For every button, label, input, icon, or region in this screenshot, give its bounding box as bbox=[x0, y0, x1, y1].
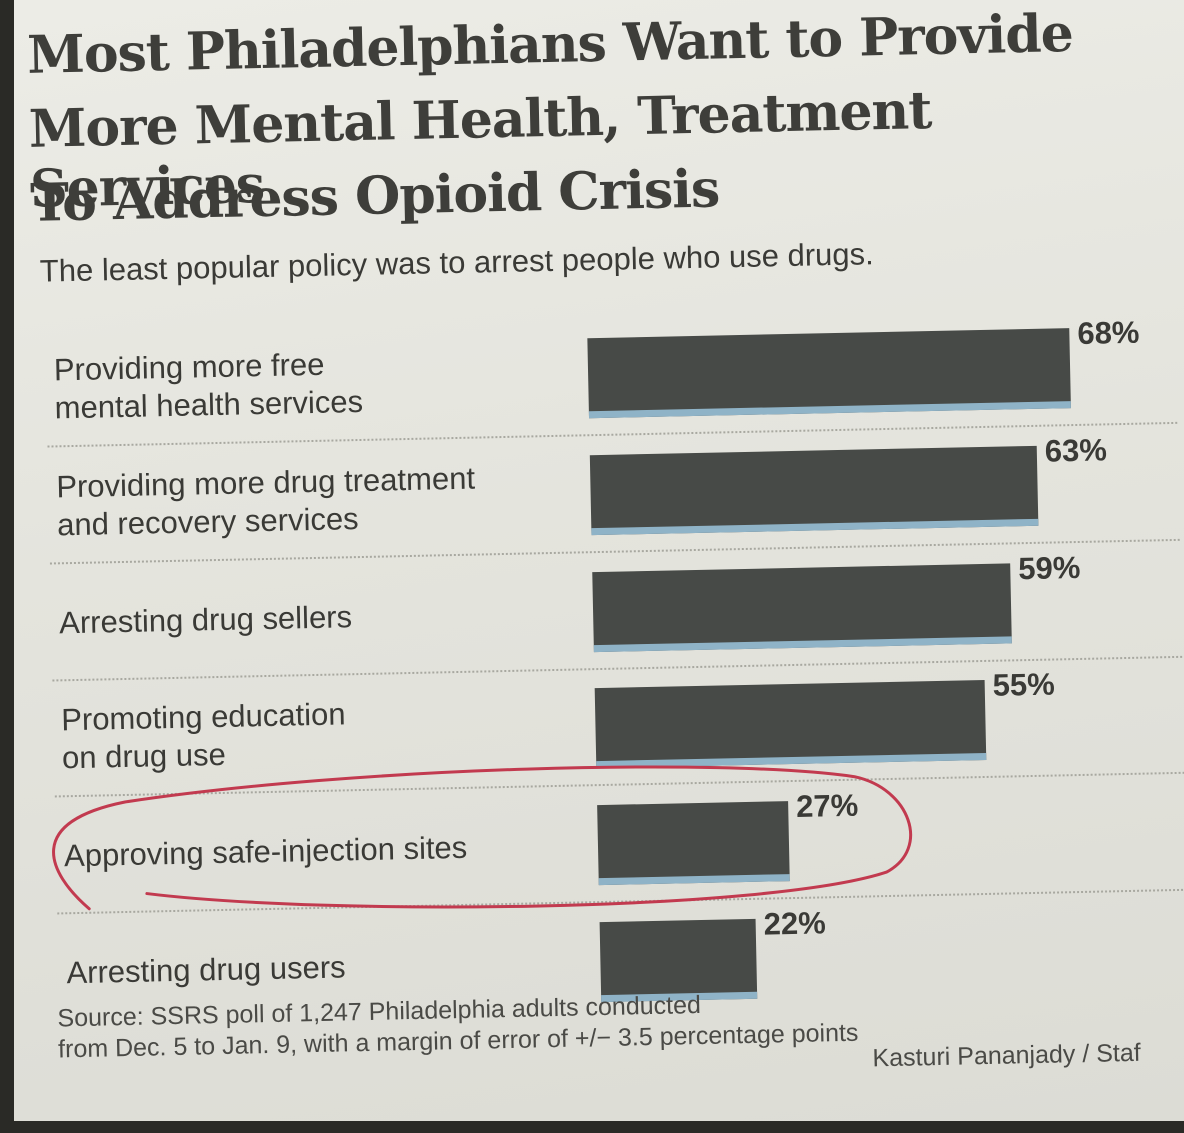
highlight-circle-stroke bbox=[52, 765, 913, 911]
newspaper-background bbox=[14, 0, 1184, 1121]
credit-line: Kasturi Pananjady / Staf bbox=[872, 1038, 1141, 1073]
